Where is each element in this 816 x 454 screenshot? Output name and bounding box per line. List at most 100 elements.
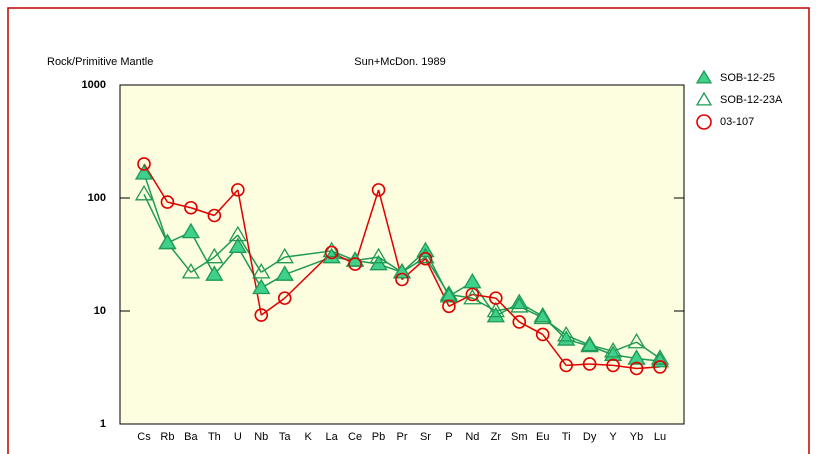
marker (533, 308, 552, 325)
series-segment (190, 207, 215, 217)
x-tick-label: Ta (279, 431, 292, 443)
marker (252, 263, 271, 279)
series-segment (518, 321, 544, 336)
x-tick-label: Th (208, 431, 221, 443)
x-tick-label: Cs (137, 431, 151, 443)
series-segment (284, 250, 332, 258)
x-tick-label: Lu (654, 431, 666, 443)
x-tick-label: Eu (536, 431, 549, 443)
legend-marker (696, 114, 712, 130)
marker (275, 265, 294, 281)
series-segment (354, 189, 380, 265)
marker (439, 286, 459, 303)
series-segment (636, 341, 661, 360)
marker (228, 237, 247, 254)
marker (533, 306, 552, 323)
x-tick-label: Dy (583, 431, 597, 443)
marker (322, 241, 341, 258)
marker (580, 335, 599, 352)
marker (160, 195, 175, 209)
series-segment (377, 189, 403, 280)
marker (603, 342, 623, 358)
series-segment (167, 201, 192, 209)
legend-marker (695, 69, 713, 84)
y-tick-label: 100 (88, 192, 106, 204)
marker (512, 315, 527, 329)
marker (181, 222, 201, 239)
y-tick-label: 1 (100, 418, 106, 430)
marker (205, 265, 224, 281)
marker (465, 287, 480, 302)
marker (231, 183, 245, 197)
series-segment (566, 363, 590, 367)
marker (324, 245, 339, 260)
marker (275, 247, 294, 264)
marker (557, 330, 576, 346)
marker (207, 208, 222, 223)
marker (254, 308, 269, 322)
x-tick-label: La (326, 431, 339, 443)
series-segment (190, 231, 216, 275)
marker (559, 358, 573, 373)
marker (650, 349, 670, 365)
legend-label: 03-107 (720, 116, 754, 128)
x-tick-label: Yb (630, 431, 643, 443)
x-tick-label: K (305, 431, 313, 443)
legend-label: SOB-12-25 (720, 72, 775, 84)
frame (7, 7, 810, 454)
x-tick-label: Zr (491, 431, 502, 443)
x-tick-label: Ti (562, 431, 571, 443)
marker (184, 200, 198, 215)
x-tick-label: Ce (348, 431, 362, 443)
y-axis-label: Rock/Primitive Mantle (47, 56, 153, 68)
marker (535, 327, 550, 342)
marker (486, 301, 505, 318)
marker (629, 361, 644, 376)
x-tick-label: Sr (420, 431, 431, 443)
series-segment (237, 246, 262, 289)
series-segment (260, 297, 286, 316)
series-segment (612, 364, 637, 370)
x-tick-label: Pb (372, 431, 385, 443)
marker (252, 278, 271, 295)
series-segment (213, 234, 239, 258)
series-segment (472, 293, 496, 299)
series-segment (237, 189, 263, 316)
marker (228, 225, 247, 242)
marker (158, 233, 177, 250)
marker (627, 332, 646, 349)
x-tick-label: Sm (511, 431, 528, 443)
marker (134, 164, 154, 180)
x-tick-label: P (445, 431, 452, 443)
marker (510, 297, 529, 313)
legend-label: SOB-12-23A (720, 94, 783, 106)
y-tick-label: 1000 (82, 79, 106, 91)
x-tick-label: U (234, 431, 242, 443)
marker (418, 251, 433, 266)
series-segment (143, 173, 169, 244)
series-segment (589, 363, 614, 367)
legend-marker (695, 91, 713, 106)
marker (582, 357, 597, 371)
marker (653, 360, 667, 374)
x-tick-label: Rb (160, 431, 174, 443)
marker (392, 263, 412, 279)
x-tick-label: Ba (184, 431, 198, 443)
marker (277, 291, 292, 305)
marker (395, 272, 409, 287)
marker (442, 299, 456, 314)
marker (371, 183, 386, 197)
series-segment (143, 193, 169, 244)
marker (205, 247, 224, 264)
marker (137, 157, 151, 171)
plot-area (119, 84, 685, 425)
marker (627, 349, 646, 365)
x-tick-label: Nd (465, 431, 479, 443)
marker (348, 257, 362, 271)
marker (134, 184, 154, 201)
marker (463, 288, 482, 305)
marker (489, 291, 503, 305)
x-tick-label: Nb (254, 431, 268, 443)
